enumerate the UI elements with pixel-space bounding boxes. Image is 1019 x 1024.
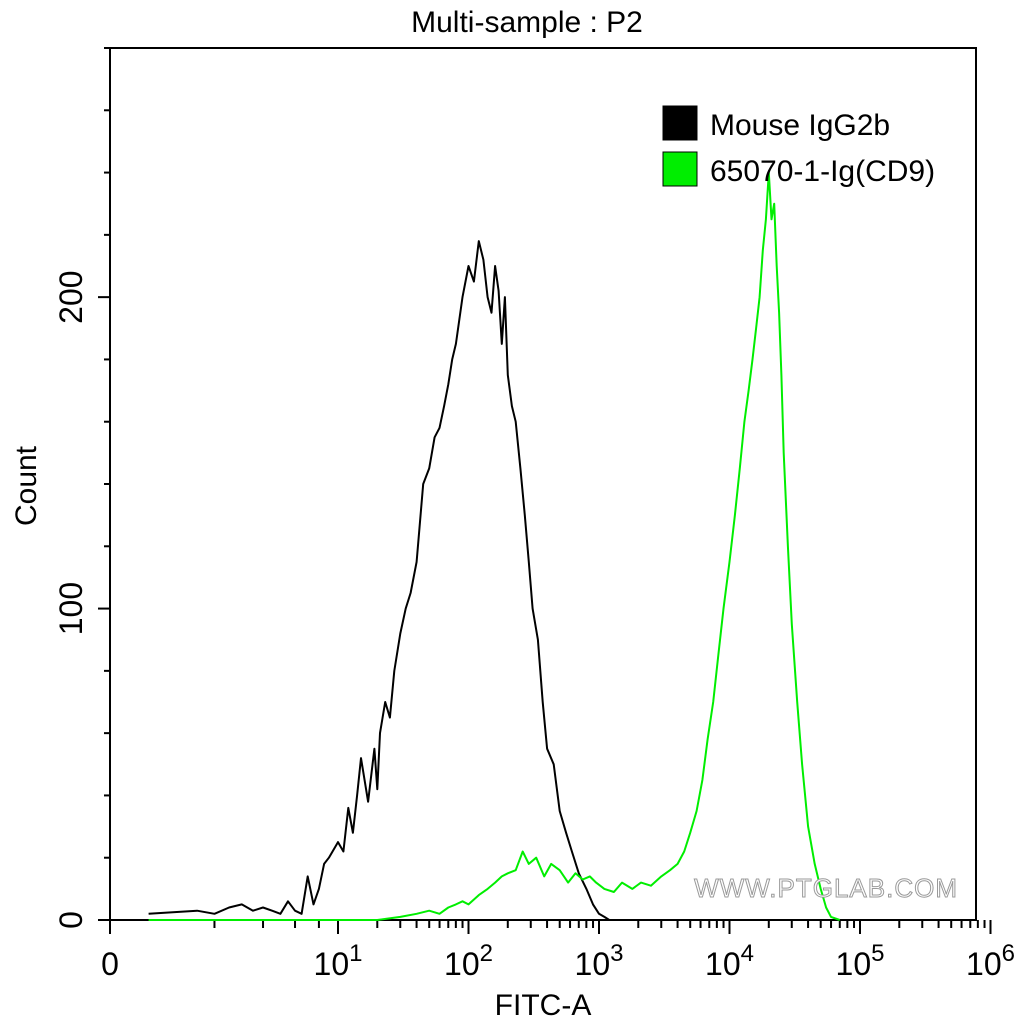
x-tick-label: 101 [314,940,363,982]
legend-label: 65070-1-Ig(CD9) [710,155,935,188]
x-tick-label: 103 [575,940,624,982]
x-tick-label: 102 [444,940,493,982]
series-line-1 [148,240,622,921]
legend-label: Mouse IgG2b [710,109,890,142]
series-layer [148,171,841,921]
x-axis: 0 101 102 103 104 105 106 [101,920,1015,982]
y-tick-label: 100 [53,582,89,635]
y-tick-label: 200 [53,270,89,323]
chart-title: Multi-sample : P2 [411,6,643,39]
x-tick-label: 106 [966,940,1015,982]
legend: Mouse IgG2b 65070-1-Ig(CD9) [662,105,935,188]
watermark: WWW.PTGLAB.COM [694,873,958,903]
legend-swatch [662,105,698,141]
y-axis-title: Count [10,445,43,526]
legend-swatch [662,151,698,187]
x-tick-label: 104 [705,940,754,982]
x-tick-label: 0 [101,946,119,982]
x-tick-label: 105 [836,940,885,982]
series-line-2 [148,171,841,921]
x-axis-title: FITC-A [495,989,592,1022]
y-axis: 0 100 200 [53,47,110,929]
y-tick-label: 0 [53,911,89,929]
